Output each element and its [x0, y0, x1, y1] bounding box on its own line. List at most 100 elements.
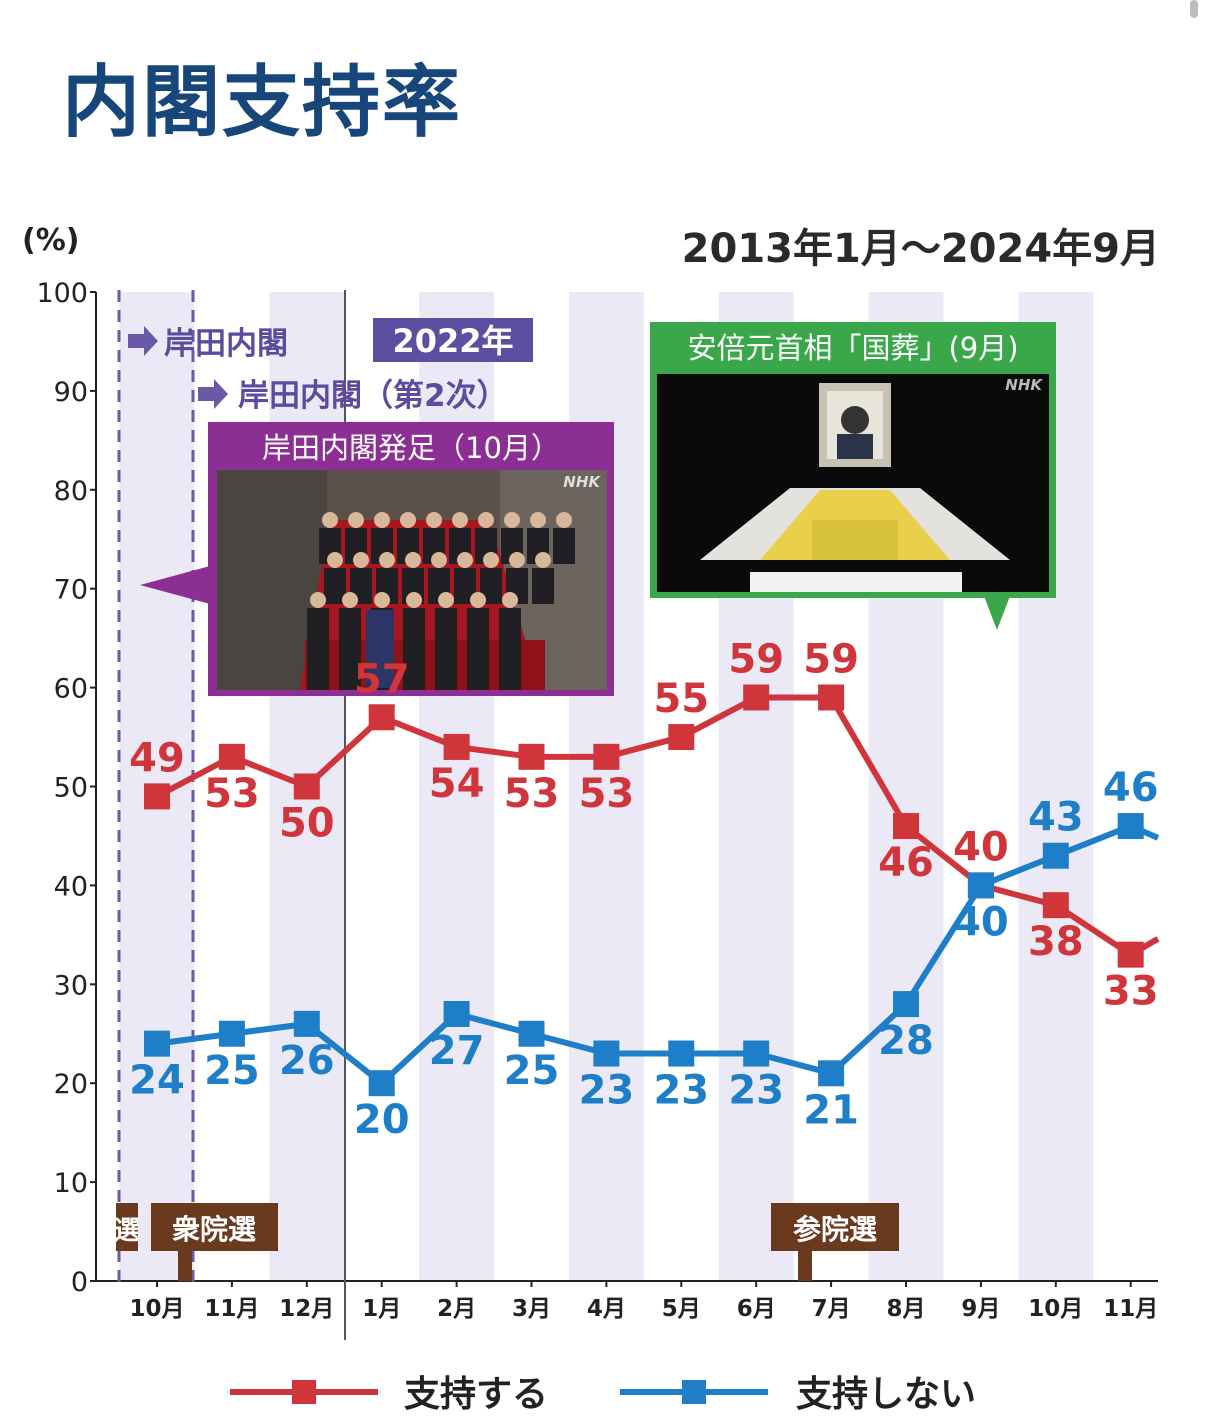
x-tick-label: 11月 — [204, 1296, 259, 1322]
data-label-support: 55 — [653, 676, 709, 722]
data-point-nonsupport — [593, 1040, 620, 1067]
arrow-right-icon — [128, 326, 158, 356]
data-label-support: 54 — [429, 761, 485, 807]
legend: 支持する 支持しない — [230, 1374, 976, 1415]
y-tick-label: 50 — [54, 773, 88, 804]
y-tick-label: 0 — [71, 1267, 88, 1298]
data-point-support — [593, 743, 620, 770]
x-tick-label: 12月 — [279, 1296, 334, 1322]
y-tick-label: 20 — [54, 1069, 88, 1100]
data-point-nonsupport — [218, 1020, 245, 1047]
x-tick-label: 1月 — [362, 1296, 401, 1322]
cabinet-photo: NHK — [217, 470, 607, 690]
axes: 0 10 20 30 40 50 60 70 80 90 100 10月 11月 12月 1月 2月 3月 4月 5… — [36, 278, 1158, 1322]
photo1-credit: NHK — [563, 473, 601, 491]
photo2-credit: NHK — [1005, 376, 1043, 394]
x-tick-label: 5月 — [662, 1296, 701, 1322]
data-label-support: 59 — [728, 636, 784, 682]
data-label-nonsupport: 23 — [653, 1068, 709, 1114]
data-label-nonsupport: 23 — [579, 1068, 635, 1114]
cabinet1-label: 岸田内閣 — [128, 326, 288, 362]
callout-pointer — [984, 596, 1010, 630]
photo2-title: 安倍元首相「国葬」(9月) — [687, 331, 1018, 365]
data-point-nonsupport — [518, 1020, 545, 1047]
data-label-support: 53 — [579, 771, 635, 817]
y-tick-label: 90 — [54, 377, 88, 408]
data-point-nonsupport — [443, 1000, 470, 1027]
photo-callout-kishida-cabinet: 岸田内閣発足（10月） NHK — [140, 422, 614, 696]
election-badge-partial: 選 — [114, 1203, 140, 1251]
cabinet-members — [307, 512, 575, 690]
y-tick-label: 100 — [36, 278, 88, 309]
data-point-nonsupport — [144, 1030, 170, 1057]
data-point-support — [368, 704, 395, 731]
x-tick-label: 8月 — [886, 1296, 925, 1322]
svg-text:選: 選 — [114, 1216, 140, 1246]
photo-callout-state-funeral: 安倍元首相「国葬」(9月) NHK — [650, 322, 1056, 630]
data-label-support: 38 — [1028, 919, 1084, 965]
data-label-support: 40 — [953, 824, 1009, 870]
x-tick-label: 9月 — [961, 1296, 1000, 1322]
data-point-support — [1117, 941, 1144, 968]
x-tick-label: 2月 — [437, 1296, 476, 1322]
data-point-nonsupport — [967, 872, 994, 899]
year-badge-label: 2022年 — [392, 322, 513, 360]
data-point-support — [668, 724, 695, 751]
data-label-support: 53 — [204, 771, 260, 817]
data-label-nonsupport: 25 — [204, 1048, 260, 1094]
legend-support-marker — [292, 1380, 316, 1404]
data-label-support: 53 — [504, 771, 560, 817]
data-label-nonsupport: 20 — [354, 1097, 410, 1143]
data-label-nonsupport: 26 — [279, 1038, 335, 1084]
election-badge-lower-house: 衆院選 — [151, 1203, 278, 1281]
x-tick-label: 6月 — [737, 1296, 776, 1322]
data-label-support: 59 — [803, 636, 859, 682]
y-tick-label: 30 — [54, 970, 88, 1001]
year-badge — [373, 318, 533, 362]
period-label: 2013年1月〜2024年9月 — [682, 226, 1160, 272]
x-tick-label: 11月 — [1103, 1296, 1158, 1322]
svg-text:衆院選: 衆院選 — [172, 1213, 256, 1246]
page-title: 内閣支持率 — [62, 58, 463, 148]
svg-text:岸田内閣（第2次）: 岸田内閣（第2次） — [238, 378, 508, 414]
legend-nonsupport-label: 支持しない — [796, 1374, 976, 1415]
data-label-support: 33 — [1103, 969, 1159, 1015]
callout-pointer — [140, 566, 210, 604]
funeral-photo: NHK — [657, 374, 1049, 592]
data-label-nonsupport: 25 — [504, 1048, 560, 1094]
data-point-nonsupport — [1117, 813, 1144, 840]
y-unit-label: (%) — [22, 223, 79, 258]
data-point-support — [518, 743, 545, 770]
data-point-support — [818, 684, 845, 711]
data-point-nonsupport — [818, 1060, 845, 1087]
data-label-support: 50 — [279, 801, 335, 847]
data-label-support: 57 — [354, 656, 410, 702]
data-label-nonsupport: 24 — [129, 1058, 185, 1104]
data-label-nonsupport: 23 — [728, 1068, 784, 1114]
scrollbar[interactable] — [1190, 0, 1198, 18]
data-label-support: 49 — [129, 735, 185, 781]
data-point-nonsupport — [668, 1040, 695, 1067]
legend-support-label: 支持する — [404, 1374, 548, 1415]
data-point-support — [218, 743, 245, 770]
x-tick-label: 4月 — [587, 1296, 626, 1322]
data-label-nonsupport: 27 — [429, 1028, 485, 1074]
data-point-support — [1042, 892, 1069, 919]
legend-nonsupport-marker — [682, 1380, 706, 1404]
data-label-nonsupport: 43 — [1028, 795, 1084, 841]
x-tick-label: 3月 — [512, 1296, 551, 1322]
x-tick-label: 10月 — [1028, 1296, 1083, 1322]
data-label-nonsupport: 21 — [803, 1087, 859, 1133]
arrow-right-icon — [198, 379, 228, 409]
y-tick-label: 70 — [54, 575, 88, 606]
data-point-support — [743, 684, 770, 711]
data-point-support — [893, 813, 919, 840]
x-tick-label: 10月 — [129, 1296, 184, 1322]
data-label-nonsupport: 28 — [878, 1018, 934, 1064]
x-tick-label: 7月 — [812, 1296, 851, 1322]
data-point-support — [293, 773, 320, 800]
svg-text:岸田内閣: 岸田内閣 — [164, 326, 288, 362]
y-tick-label: 40 — [54, 871, 88, 902]
data-point-nonsupport — [1042, 842, 1069, 869]
